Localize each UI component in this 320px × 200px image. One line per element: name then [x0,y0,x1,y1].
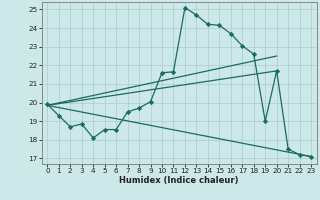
X-axis label: Humidex (Indice chaleur): Humidex (Indice chaleur) [119,176,239,185]
